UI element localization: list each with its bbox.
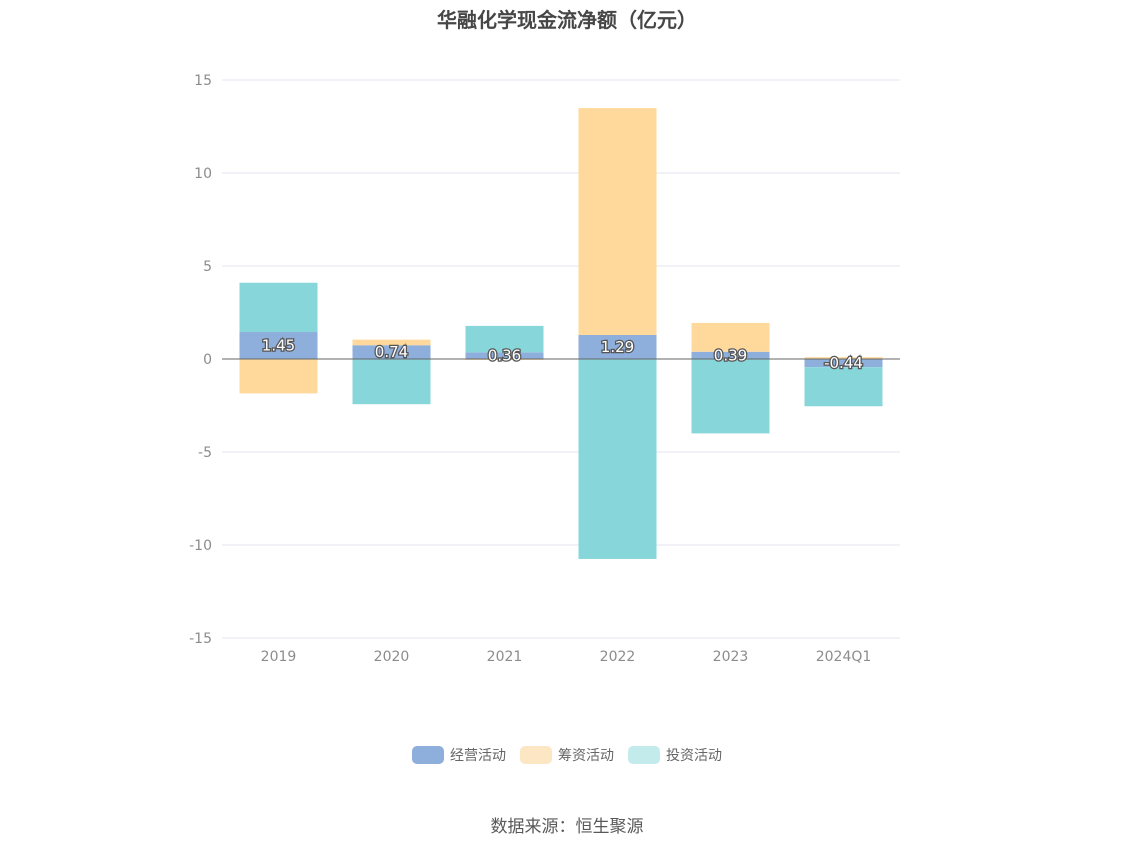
bar-investing <box>239 282 318 333</box>
bar-operating <box>239 332 318 359</box>
legend: 经营活动 筹资活动 投资活动 <box>0 745 1134 765</box>
x-tick-label: 2019 <box>261 649 297 665</box>
y-tick-label: -10 <box>189 538 212 554</box>
legend-item-investing[interactable]: 投资活动 <box>628 745 722 765</box>
source-note: 数据来源：恒生聚源 <box>490 817 644 837</box>
data-labels: 1.45 0.74 0.36 1.29 0.39 -0.44 <box>261 335 865 373</box>
bar-operating <box>578 335 657 359</box>
bar-financing <box>239 359 318 394</box>
x-axis-tick-labels: 2019 2020 2021 2022 2023 2024Q1 <box>261 649 872 665</box>
data-label-operating: -0.44 <box>824 354 863 372</box>
y-tick-label: -5 <box>198 445 212 461</box>
data-label-operating: 1.29 <box>601 338 634 356</box>
bar-operating <box>465 352 544 359</box>
bars <box>239 108 883 559</box>
y-tick-label: 10 <box>194 166 212 182</box>
data-label-operating: 0.36 <box>488 347 521 365</box>
legend-label-operating: 经营活动 <box>450 748 506 764</box>
legend-swatch-financing <box>520 746 552 764</box>
bar-financing <box>578 108 657 336</box>
bar-investing <box>804 367 883 407</box>
y-tick-label: -15 <box>189 631 212 647</box>
x-tick-label: 2024Q1 <box>816 649 872 665</box>
bar-operating <box>352 345 431 359</box>
legend-label-financing: 筹资活动 <box>558 748 614 764</box>
bar-financing <box>804 357 883 359</box>
y-tick-label: 5 <box>203 259 212 275</box>
data-label-operating: 0.39 <box>714 346 747 364</box>
bar-investing <box>578 359 657 559</box>
data-label-operating: 0.74 <box>375 343 408 361</box>
legend-item-financing[interactable]: 筹资活动 <box>520 745 614 765</box>
grid-lines <box>222 79 900 639</box>
legend-swatch-investing <box>628 746 660 764</box>
y-tick-label: 15 <box>194 73 212 89</box>
bar-investing <box>465 325 544 353</box>
legend-label-investing: 投资活动 <box>666 748 722 764</box>
data-label-operating: 1.45 <box>262 337 295 355</box>
bar-financing <box>352 339 431 346</box>
bar-investing <box>352 359 431 405</box>
legend-swatch-operating <box>412 746 444 764</box>
x-tick-label: 2023 <box>713 649 749 665</box>
bar-operating <box>691 351 770 359</box>
y-tick-label: 0 <box>203 352 212 368</box>
x-tick-label: 2020 <box>374 649 410 665</box>
x-tick-label: 2021 <box>487 649 523 665</box>
chart-title: 华融化学现金流净额（亿元） <box>437 8 697 32</box>
legend-item-operating[interactable]: 经营活动 <box>412 745 506 765</box>
bar-investing <box>691 359 770 434</box>
bar-financing <box>691 322 770 352</box>
y-axis-tick-labels: -15 -10 -5 0 5 10 15 <box>189 73 212 647</box>
bar-operating <box>804 359 883 368</box>
x-tick-label: 2022 <box>600 649 636 665</box>
